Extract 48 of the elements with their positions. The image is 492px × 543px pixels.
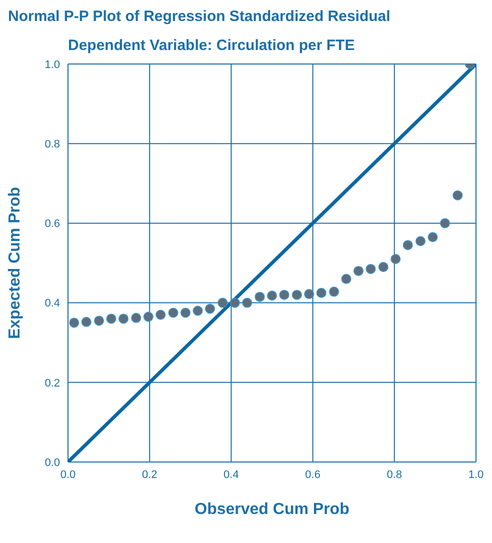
point <box>180 308 191 318</box>
point <box>81 316 92 327</box>
point <box>329 286 340 297</box>
point <box>143 312 154 322</box>
point <box>304 289 314 300</box>
point <box>254 292 265 302</box>
y-tick-label: 0.4 <box>44 298 60 310</box>
y-tick-label: 0.2 <box>44 377 60 390</box>
point <box>192 306 203 316</box>
chart-title: Normal P-P Plot of Regression Standardized Residual <box>8 8 392 25</box>
y-tick-label: 1.0 <box>44 58 60 71</box>
y-tick-label: 0.0 <box>44 456 60 469</box>
point <box>168 308 178 318</box>
point <box>106 314 116 324</box>
y-tick-label: 0.6 <box>44 218 60 230</box>
point <box>341 274 352 284</box>
point <box>390 254 401 264</box>
point <box>94 316 104 326</box>
point <box>279 290 290 300</box>
point <box>242 298 252 308</box>
point <box>69 318 80 328</box>
point <box>366 264 376 274</box>
point <box>118 314 128 324</box>
point <box>267 290 277 301</box>
point <box>292 290 302 300</box>
point <box>378 262 388 272</box>
x-tick-label: 1.0 <box>468 468 484 481</box>
point <box>131 312 142 323</box>
point <box>452 190 463 200</box>
point <box>402 240 413 250</box>
x-tick-label: 0.2 <box>142 468 158 481</box>
x-tick-label: 0.6 <box>305 468 320 481</box>
point <box>316 288 326 298</box>
x-tick-label: 0.4 <box>224 468 239 481</box>
point <box>204 304 215 314</box>
chart-subtitle: Dependent Variable: Circulation per FTE <box>68 37 356 54</box>
y-tick-label: 0.8 <box>44 138 60 151</box>
point <box>218 298 228 308</box>
point <box>440 218 450 228</box>
x-tick-label: 0.0 <box>60 468 76 481</box>
y-axis-title: Expected Cum Prob <box>6 186 24 340</box>
point <box>156 310 166 320</box>
point <box>230 298 240 308</box>
point <box>428 232 438 242</box>
x-axis-title: Observed Cum Prob <box>194 501 350 518</box>
point <box>416 236 426 246</box>
point <box>353 266 364 276</box>
x-tick-label: 0.8 <box>386 468 402 481</box>
